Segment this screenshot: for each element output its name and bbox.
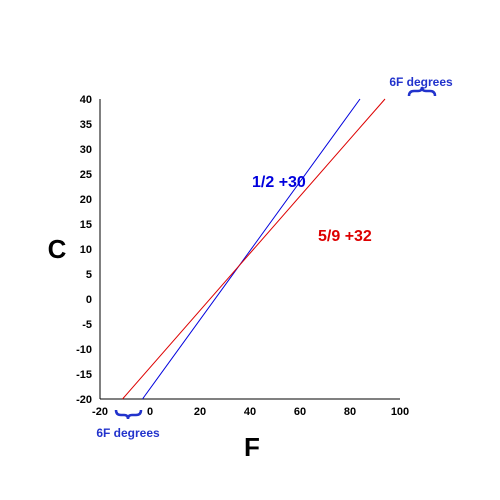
y-tick-label: 10 xyxy=(80,244,92,256)
y-tick-label: -20 xyxy=(76,394,92,406)
y-tick-label: -5 xyxy=(82,319,92,331)
x-tick-label: -20 xyxy=(92,406,108,418)
x-tick-label: 100 xyxy=(391,406,409,418)
y-tick-label: 25 xyxy=(80,169,92,181)
y-tick-label: 40 xyxy=(80,94,92,106)
x-tick-label: 0 xyxy=(147,406,153,418)
y-tick-label: -10 xyxy=(76,344,92,356)
x-tick-label: 80 xyxy=(344,406,356,418)
y-axis-label: C xyxy=(48,234,67,264)
blue-series-line xyxy=(142,98,361,400)
y-tick-label: 30 xyxy=(80,144,92,156)
y-tick-label: 0 xyxy=(86,294,92,306)
series-lines xyxy=(122,98,386,400)
x-tick-label: 20 xyxy=(194,406,206,418)
x-tick-label: 60 xyxy=(294,406,306,418)
x-tick-labels: -20 0 20 40 60 80 100 xyxy=(92,406,409,418)
x-axis-label: F xyxy=(244,432,260,462)
y-tick-label: -15 xyxy=(76,369,92,381)
y-tick-labels: 40 35 30 25 20 15 10 5 0 -5 -10 -15 -20 xyxy=(76,94,92,406)
top-gap-label: 6F degrees xyxy=(389,75,453,89)
x-tick-label: 40 xyxy=(244,406,256,418)
top-brace-icon xyxy=(407,86,437,97)
y-tick-label: 20 xyxy=(80,194,92,206)
blue-equation-label: 1/2 +30 xyxy=(252,174,306,191)
bottom-brace-icon xyxy=(114,409,143,420)
y-tick-label: 5 xyxy=(86,269,92,281)
y-tick-label: 15 xyxy=(80,219,92,231)
y-tick-label: 35 xyxy=(80,119,92,131)
bottom-gap-label: 6F degrees xyxy=(96,426,160,440)
red-series-line xyxy=(122,98,386,400)
red-equation-label: 5/9 +32 xyxy=(318,228,372,245)
